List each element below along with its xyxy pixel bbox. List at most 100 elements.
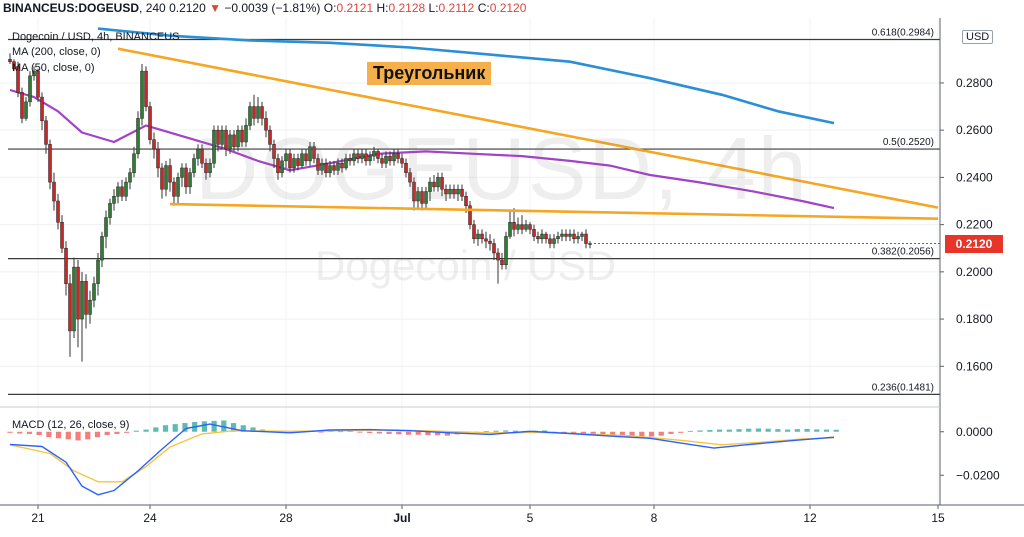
candle: [220, 125, 224, 150]
candle: [40, 92, 44, 131]
candle: [468, 201, 472, 230]
candle-body: [116, 186, 120, 197]
candle: [384, 151, 388, 168]
candle-body: [428, 181, 432, 192]
candle-body: [356, 153, 360, 159]
candle-body: [92, 283, 96, 301]
candle-body: [476, 233, 480, 240]
macd-histogram-bar: [250, 427, 256, 432]
y-tick-label: 0.2800: [956, 76, 993, 90]
candle-body: [172, 181, 176, 197]
macd-histogram-bar: [182, 423, 188, 432]
macd-histogram-bar: [425, 431, 431, 436]
candle-body: [48, 144, 52, 183]
candle-body: [584, 233, 588, 244]
candle: [88, 290, 92, 324]
candle-body: [300, 153, 304, 166]
currency-badge[interactable]: USD: [962, 30, 994, 44]
x-tick-label: 12: [803, 511, 817, 525]
triangle-upper-line: [117, 47, 939, 209]
macd-histogram-bar: [746, 428, 752, 432]
candle-body: [196, 148, 200, 159]
macd-histogram-bar: [610, 431, 616, 436]
candle: [52, 172, 56, 211]
candle-body: [24, 101, 28, 119]
candle: [420, 186, 424, 211]
legend-ma50[interactable]: MA (50, close, 0): [12, 62, 95, 74]
macd-histogram-bar: [240, 425, 246, 432]
macd-histogram-bar: [65, 431, 71, 440]
fib-label: 0.618(0.2984): [872, 28, 934, 39]
candle-body: [472, 224, 476, 240]
macd-histogram-bar: [687, 430, 693, 432]
symbol-name[interactable]: BINANCEUS:DOGEUSD: [3, 1, 140, 15]
candle: [324, 158, 328, 178]
candle: [340, 158, 344, 173]
candle: [500, 252, 504, 270]
x-tick-label: Jul: [393, 511, 410, 525]
candle: [136, 111, 140, 159]
triangle-lower-line: [169, 202, 939, 221]
candle: [564, 229, 568, 242]
macd-signal-line: [9, 429, 835, 483]
macd-histogram-bar: [629, 431, 635, 437]
candle-body: [176, 177, 180, 197]
candle: [388, 151, 392, 166]
macd-histogram-bar: [726, 429, 732, 432]
candle-body: [88, 299, 92, 315]
candle: [44, 116, 48, 154]
candle-body: [400, 158, 404, 164]
candle-body: [340, 162, 344, 169]
macd-histogram-bar: [775, 429, 781, 432]
interval[interactable]: 240: [145, 1, 166, 15]
candle-body: [304, 153, 308, 162]
candle: [552, 234, 556, 249]
candle-body: [28, 75, 32, 103]
candle: [60, 215, 64, 253]
macd-histogram-bar: [639, 431, 645, 438]
candle: [204, 158, 208, 180]
macd-histogram-bar: [580, 431, 587, 435]
candle-body: [508, 222, 512, 237]
fib-label: 0.5(0.2520): [883, 137, 934, 148]
candle: [496, 248, 500, 284]
candle-body: [72, 266, 76, 332]
candle: [332, 160, 336, 176]
macd-histogram-bar: [444, 431, 450, 436]
triangle-annotation[interactable]: Треугольник: [367, 62, 492, 85]
candle-body: [468, 205, 472, 225]
legend-macd[interactable]: MACD (12, 26, close, 9): [12, 419, 130, 431]
macd-histogram-bar: [716, 429, 723, 432]
candle-body: [260, 106, 264, 119]
candle: [232, 130, 236, 152]
candle-body: [280, 160, 284, 173]
candle: [128, 167, 132, 190]
candle-body: [308, 146, 312, 162]
candle: [312, 141, 316, 164]
macd-histogram-bar: [697, 430, 703, 432]
candle: [300, 149, 304, 168]
candle-body: [336, 162, 340, 171]
candle: [540, 229, 544, 244]
candle-body: [312, 146, 316, 159]
candle: [28, 71, 32, 107]
candle: [432, 175, 436, 192]
candle: [228, 130, 232, 154]
candle-body: [236, 129, 240, 147]
candle: [216, 125, 220, 152]
candle-body: [60, 222, 64, 249]
macd-histogram-bar: [833, 429, 839, 432]
candle: [436, 172, 440, 192]
high-label: H:: [376, 1, 389, 15]
candle-body: [376, 151, 380, 159]
legend-ma200[interactable]: MA (200, close, 0): [12, 46, 101, 58]
macd-histogram-bar: [785, 429, 791, 432]
symbol-header: BINANCEUS:DOGEUSD, 240 0.2120 ▼ −0.0039 …: [3, 1, 527, 15]
candle: [476, 229, 480, 246]
candle-body: [436, 177, 440, 188]
candle-body: [20, 92, 24, 119]
candle-body: [528, 224, 532, 230]
candle: [372, 146, 376, 161]
candle: [144, 66, 148, 112]
